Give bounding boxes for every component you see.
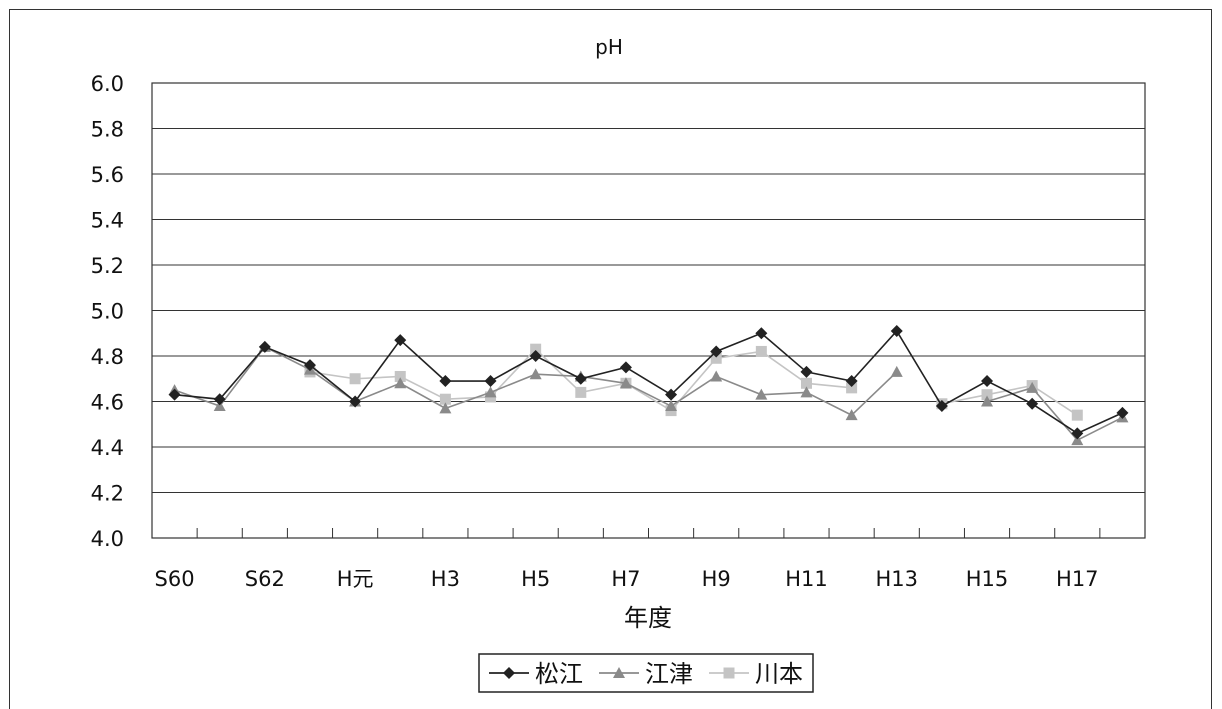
data-point: [349, 373, 361, 385]
data-point: [981, 395, 994, 407]
y-tick-label: 6.0: [91, 72, 124, 96]
legend-marker: [723, 667, 735, 679]
data-point: [710, 352, 722, 364]
chart-frame: [9, 9, 1212, 709]
data-point: [258, 340, 271, 353]
y-tick-label: 4.2: [91, 482, 124, 506]
x-axis-ticks: S60 S62 H元 H3 H5 H7 H9 H11 H13 H15 H17: [151, 528, 1146, 591]
data-point: [1071, 409, 1083, 421]
data-point: [800, 365, 813, 378]
y-tick-label: 4.8: [91, 345, 124, 369]
x-tick-label: H17: [1056, 567, 1099, 591]
series-line: [941, 384, 1078, 416]
x-tick-label: H5: [521, 567, 550, 591]
data-point: [394, 370, 406, 382]
legend-label: 松江: [535, 660, 583, 688]
data-point: [213, 400, 226, 412]
x-tick-label: H11: [785, 567, 828, 591]
data-point: [484, 386, 497, 398]
legend-box: [478, 653, 814, 693]
x-tick-label: H元: [337, 567, 374, 591]
data-point: [439, 375, 452, 388]
legend-item: 川本: [709, 660, 803, 688]
data-point: [890, 324, 903, 337]
y-tick-label: 5.8: [91, 118, 124, 142]
data-point: [349, 395, 362, 408]
y-tick-label: 4.0: [91, 527, 124, 551]
y-tick-label: 5.6: [91, 163, 124, 187]
legend-item: 江津: [599, 660, 693, 688]
x-tick-label: H13: [875, 567, 918, 591]
series-line: [986, 386, 1123, 442]
data-point: [168, 388, 181, 401]
data-point: [800, 386, 813, 398]
y-axis-ticks: 6.0 5.8 5.6 5.4 5.2 5.0 4.8 4.6 4.4 4.2 4.0: [91, 72, 124, 551]
data-point: [213, 393, 226, 406]
chart-title: pH: [595, 35, 623, 59]
x-tick-label: H7: [611, 567, 640, 591]
data-point: [575, 386, 587, 398]
legend-marker: [613, 667, 625, 678]
x-tick-label: H15: [966, 567, 1009, 591]
x-tick-label: S60: [155, 567, 195, 591]
data-point: [529, 368, 542, 380]
x-axis-title: 年度: [624, 604, 672, 632]
data-point: [755, 345, 767, 357]
legend-item: 松江: [489, 660, 583, 688]
plot-area: [151, 82, 1146, 539]
legend: 松江 江津 川本: [478, 653, 814, 693]
legend-label: 江津: [645, 660, 693, 688]
data-point: [439, 402, 452, 414]
data-point: [1071, 434, 1084, 446]
data-point: [710, 370, 723, 382]
data-point: [981, 375, 994, 388]
data-point: [846, 382, 858, 394]
y-tick-label: 5.2: [91, 254, 124, 278]
data-point: [755, 388, 768, 400]
data-point: [1071, 427, 1084, 440]
data-point: [619, 377, 632, 389]
data-point: [1116, 406, 1129, 419]
y-tick-label: 5.0: [91, 300, 124, 324]
legend-marker: [503, 667, 515, 679]
data-point: [1026, 397, 1039, 410]
data-point: [710, 345, 723, 358]
series-1: [168, 324, 1129, 440]
data-point: [303, 359, 316, 372]
y-tick-label: 5.4: [91, 209, 124, 233]
data-point: [394, 334, 407, 347]
data-point: [1026, 381, 1039, 393]
data-point: [484, 375, 497, 388]
legend-label: 川本: [755, 660, 803, 688]
data-point: [845, 409, 858, 421]
y-tick-label: 4.4: [91, 436, 124, 460]
data-point: [394, 377, 407, 389]
data-point: [619, 361, 632, 374]
data-point: [800, 377, 812, 389]
data-point: [665, 388, 678, 401]
data-point: [981, 389, 993, 401]
data-point: [665, 400, 678, 412]
data-point: [935, 400, 948, 413]
y-tick-label: 4.6: [91, 391, 124, 415]
data-point: [755, 327, 768, 340]
data-point: [890, 365, 903, 377]
data-point: [529, 350, 542, 362]
series-line: [174, 329, 1123, 435]
series-layer: [168, 324, 1129, 446]
data-point: [574, 372, 587, 385]
data-point: [439, 393, 451, 405]
data-point: [530, 343, 542, 355]
x-tick-label: S62: [245, 567, 285, 591]
data-point: [845, 375, 858, 388]
x-tick-label: H3: [431, 567, 460, 591]
x-tick-label: H9: [702, 567, 731, 591]
